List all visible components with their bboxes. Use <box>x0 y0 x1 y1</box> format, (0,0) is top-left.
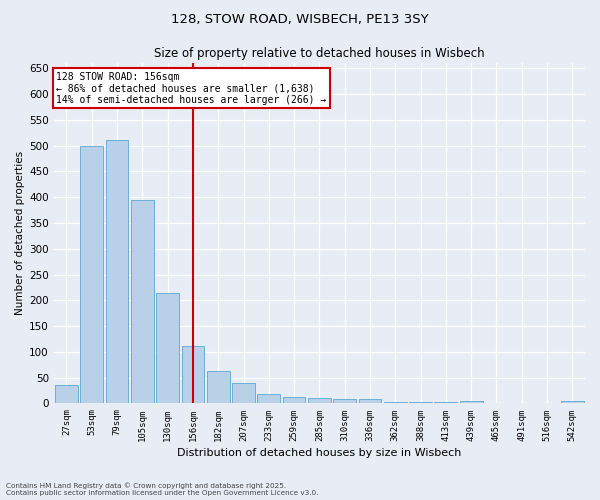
Bar <box>207 372 230 404</box>
Text: 128 STOW ROAD: 156sqm
← 86% of detached houses are smaller (1,638)
14% of semi-d: 128 STOW ROAD: 156sqm ← 86% of detached … <box>56 72 326 105</box>
Bar <box>80 146 103 404</box>
Title: Size of property relative to detached houses in Wisbech: Size of property relative to detached ho… <box>154 48 485 60</box>
Bar <box>283 396 305 404</box>
Bar <box>434 402 457 404</box>
Bar <box>460 401 482 404</box>
Bar <box>55 386 78 404</box>
Bar <box>384 402 407 404</box>
Bar <box>334 400 356 404</box>
Text: Contains public sector information licensed under the Open Government Licence v3: Contains public sector information licen… <box>6 490 319 496</box>
Bar <box>561 402 584 404</box>
Bar <box>106 140 128 404</box>
X-axis label: Distribution of detached houses by size in Wisbech: Distribution of detached houses by size … <box>177 448 461 458</box>
Text: Contains HM Land Registry data © Crown copyright and database right 2025.: Contains HM Land Registry data © Crown c… <box>6 482 286 489</box>
Bar <box>257 394 280 404</box>
Bar <box>232 383 255 404</box>
Bar <box>485 403 508 404</box>
Bar <box>182 346 204 404</box>
Bar <box>536 403 559 404</box>
Bar <box>308 398 331 404</box>
Bar <box>359 400 382 404</box>
Bar <box>409 402 432 404</box>
Text: 128, STOW ROAD, WISBECH, PE13 3SY: 128, STOW ROAD, WISBECH, PE13 3SY <box>171 12 429 26</box>
Y-axis label: Number of detached properties: Number of detached properties <box>15 151 25 316</box>
Bar <box>156 292 179 404</box>
Bar <box>131 200 154 404</box>
